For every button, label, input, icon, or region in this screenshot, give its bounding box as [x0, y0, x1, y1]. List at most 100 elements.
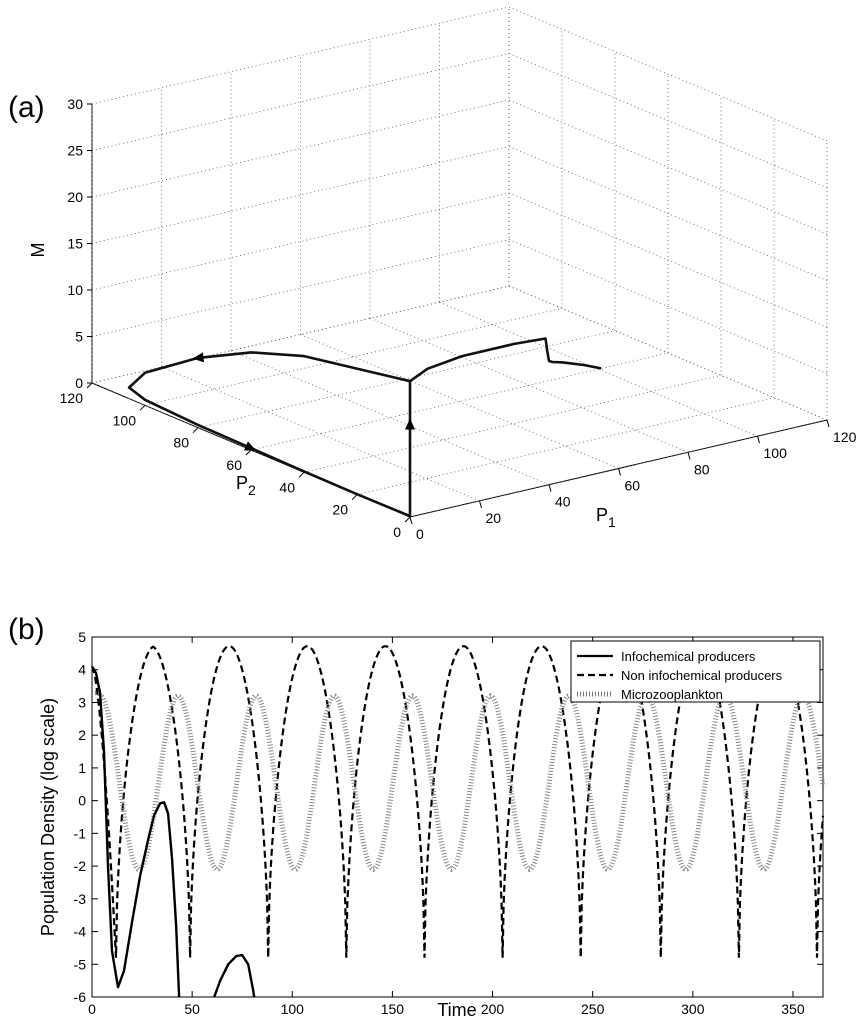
density-tick-label: -6 — [74, 989, 87, 1005]
m-tick-label: 30 — [67, 96, 83, 112]
legend-label-infochemical: Infochemical producers — [621, 649, 756, 664]
floor-grid-line — [144, 307, 563, 406]
p1-tick-label: 100 — [764, 445, 788, 461]
p1-axis-label: P1 — [596, 505, 616, 530]
side-wall-grid-line — [508, 239, 828, 374]
floor-grid-line — [230, 350, 550, 486]
p1-tick-label: 120 — [833, 429, 857, 445]
back-wall-grid-line — [91, 6, 510, 105]
back-wall-grid-line — [91, 239, 510, 337]
p2-tick-label: 60 — [226, 457, 242, 473]
back-wall-grid-line — [91, 285, 510, 384]
density-tick-label: 4 — [78, 662, 86, 678]
series-infochemical-producers — [213, 953, 256, 998]
density-tick-label: -1 — [74, 825, 87, 841]
floor-grid-line — [303, 374, 722, 473]
legend-label-microzooplankton: Microzooplankton — [621, 687, 723, 702]
back-wall-grid-line — [91, 146, 510, 244]
floor-grid-line — [369, 317, 689, 453]
p2-tick — [404, 516, 411, 523]
p2-tick — [351, 494, 358, 501]
floor-grid-line — [161, 366, 480, 502]
p1-tick — [757, 436, 760, 444]
p1-tick-label: 60 — [625, 478, 641, 494]
side-wall-grid-line — [508, 285, 828, 421]
p2-tick-label: 40 — [279, 479, 295, 495]
m-tick-label: 15 — [67, 236, 83, 252]
m-tick-label: 0 — [75, 375, 83, 391]
density-tick-label: -2 — [74, 858, 87, 874]
time-tick-label: 350 — [781, 1001, 805, 1017]
m-tick-label: 20 — [67, 189, 83, 205]
p1-tick-label: 20 — [486, 510, 502, 526]
p1-tick — [687, 452, 691, 460]
density-tick-label: 1 — [78, 760, 86, 776]
m-tick-label: 25 — [67, 143, 83, 159]
time-tick-label: 300 — [681, 1001, 705, 1017]
panel-b-series — [90, 645, 826, 998]
density-tick-label: 0 — [78, 793, 86, 809]
legend-label-non-infochemical: Non infochemical producers — [621, 668, 783, 683]
m-axis-label: M — [28, 243, 48, 258]
trajectory-arrowhead — [243, 441, 257, 451]
side-wall-grid-line — [508, 6, 828, 142]
panel-b-time-series: (b) 0 50 100 150 200 250 300 350 -6 -5 -4 -3 -2 -1 0 1 2… — [8, 613, 826, 1019]
density-tick-label: -4 — [74, 924, 87, 940]
density-tick-label: 5 — [78, 629, 86, 645]
time-tick-label: 0 — [88, 1001, 96, 1017]
panel-b-label: (b) — [8, 613, 45, 646]
series-infochemical-producers — [90, 665, 181, 998]
floor-grid-line — [300, 334, 619, 469]
m-tick-label: 10 — [67, 282, 83, 298]
p1-tick — [548, 484, 552, 492]
density-tick-label: 3 — [78, 694, 86, 710]
back-wall-grid-line — [91, 99, 510, 198]
legend-box — [570, 640, 821, 703]
p2-axis-label: P2 — [236, 473, 256, 498]
series-microzooplankton — [92, 690, 826, 873]
panel-a-ticks: 0204060801001200204060801001200510152025… — [60, 96, 857, 542]
m-tick-label: 5 — [75, 329, 83, 345]
panel-a-label: (a) — [8, 91, 45, 124]
side-wall-grid-line — [508, 192, 828, 328]
trajectory-arrowhead — [192, 352, 204, 363]
time-tick-label: 50 — [184, 1001, 200, 1017]
density-tick-label: -5 — [74, 956, 87, 972]
p1-tick-label: 80 — [694, 461, 710, 477]
p2-tick — [139, 404, 146, 411]
series-non-infochemical-producers — [91, 645, 825, 958]
panel-a-3d-plot: (a) 020406080100120020406080100120051015… — [8, 6, 857, 542]
p1-tick — [618, 468, 621, 476]
p2-tick — [86, 382, 93, 389]
population-density-axis-label: Population Density (log scale) — [38, 698, 58, 936]
p1-tick-label: 0 — [416, 526, 424, 542]
time-tick-label: 150 — [381, 1001, 405, 1017]
density-tick-label: 2 — [78, 727, 86, 743]
p2-tick — [298, 471, 305, 478]
time-tick-label: 200 — [481, 1001, 505, 1017]
legend: Infochemical producers Non infochemical … — [570, 640, 821, 703]
trajectory-arrowhead — [405, 418, 415, 430]
side-wall-grid-line — [508, 53, 828, 188]
p1-tick — [826, 419, 830, 428]
p2-tick-label: 120 — [60, 390, 84, 406]
time-tick-label: 250 — [581, 1001, 605, 1017]
p1-tick — [409, 516, 413, 525]
p2-tick — [192, 427, 199, 434]
p2-tick-label: 80 — [173, 435, 189, 451]
trajectory-arrows — [192, 352, 415, 451]
side-wall-grid-line — [508, 146, 828, 281]
floor-grid-line — [356, 397, 775, 496]
side-wall-grid-line — [508, 99, 828, 235]
back-wall-grid-line — [91, 192, 510, 291]
density-tick-label: -3 — [74, 891, 87, 907]
time-tick-label: 100 — [281, 1001, 305, 1017]
back-wall-grid-line — [91, 53, 510, 151]
panel-a-axes-box — [91, 104, 828, 518]
trajectory-curve — [127, 337, 602, 518]
p1-tick — [479, 500, 482, 508]
panel-a-grid — [91, 6, 828, 518]
p2-tick-label: 20 — [332, 502, 348, 518]
time-axis-label: Time — [437, 1000, 476, 1019]
